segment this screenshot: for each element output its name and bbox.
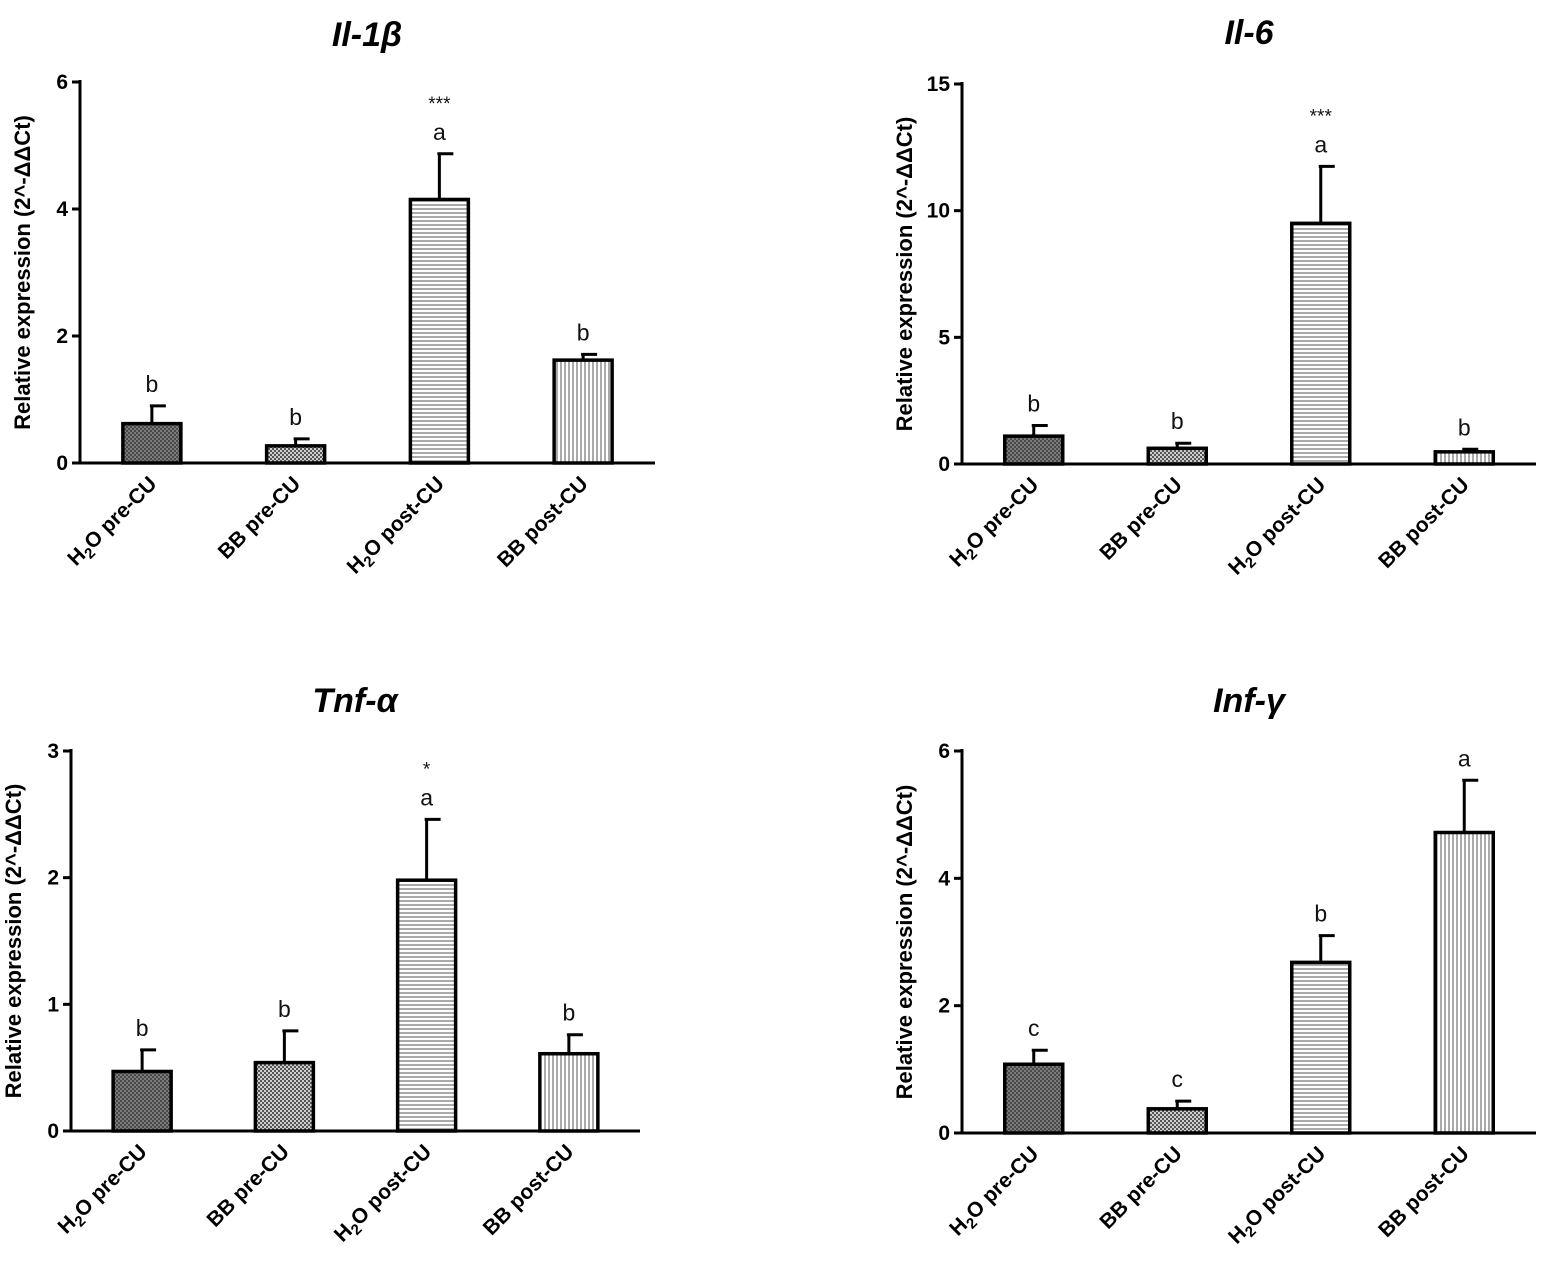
x-tick-label: BB pre-CU [1095,1142,1186,1233]
x-tick-label-rest: O post-CU [1241,473,1331,563]
x-tick-label-rest: O post-CU [346,1140,436,1230]
bar [408,197,471,465]
bar [552,358,614,465]
x-tick-label: H2O post-CU [343,472,452,581]
panel-il-6: Il-6 0 5 10 15 Relative expression (2^-ΔΔCt)… [892,14,1536,582]
y-tick-label: 2 [938,995,950,1018]
x-tick-label: H2O post-CU [1224,473,1333,582]
y-tick-label: 0 [47,1120,59,1143]
bar [1146,1107,1208,1135]
x-tick-label-main: BB pre-CU [214,472,305,563]
significance-letter: b [1314,901,1327,927]
significance-letter: b [562,1000,575,1026]
y-tick-label: 4 [938,867,950,890]
bar [111,1069,173,1133]
panel-inf-gamma: Inf-γ 0 2 4 6 Relative expression (2^-ΔΔCt) c… [892,682,1536,1251]
y-axis-label: Relative expression (2^-ΔΔCt) [892,117,917,432]
x-tick-label: BB pre-CU [203,1140,294,1231]
y-axis-label: Relative expression (2^-ΔΔCt) [10,115,35,430]
y-tick-label: 0 [938,453,950,476]
x-tick-label-main: BB pre-CU [203,1140,294,1231]
panel-tnf-alpha: Tnf-α 0 1 2 3 Relative expression (2^-ΔΔCt) b… [1,682,640,1249]
x-tick-label-rest: O pre-CU [962,473,1043,554]
bar [538,1051,600,1133]
x-tick-label: H2O pre-CU [54,1140,155,1241]
panel-title: Il-1β [332,16,402,54]
y-tick-label: 3 [47,740,59,763]
x-tick-label-rest: O post-CU [1241,1142,1331,1232]
significance-stars: * [423,759,431,780]
x-tick-label-main: BB pre-CU [1095,473,1186,564]
significance-stars: *** [428,94,451,115]
significance-stars: *** [1310,106,1333,127]
panel-title: Il-6 [1224,14,1274,52]
x-tick-label: BB pre-CU [214,472,305,563]
bar [1003,1062,1065,1135]
x-tick-label-rest: O pre-CU [70,1140,151,1221]
bar [264,444,327,465]
x-tick-label-main: BB post-CU [1374,473,1474,573]
x-tick-label-main: BB pre-CU [1095,1142,1186,1233]
bar [1433,450,1495,466]
y-axis-label: Relative expression (2^-ΔΔCt) [1,784,26,1099]
x-tick-label: BB post-CU [493,472,593,572]
significance-letter: a [433,119,446,145]
y-tick-label: 15 [927,73,951,96]
bar [1290,221,1352,466]
y-tick-label: 2 [47,867,59,890]
panel-title: Inf-γ [1213,682,1287,720]
significance-letter: b [1171,408,1184,434]
y-tick-label: 2 [56,325,68,348]
x-tick-label: BB post-CU [1374,1142,1474,1242]
x-tick-label-rest: O post-CU [359,472,449,562]
x-tick-label-main: BB post-CU [1374,1142,1474,1242]
panel-title: Tnf-α [312,682,399,720]
x-tick-label: BB post-CU [479,1140,579,1240]
y-tick-label: 6 [938,740,950,763]
bar [121,421,183,465]
significance-letter: b [145,371,158,397]
significance-letter: b [136,1015,149,1041]
bar [1290,960,1352,1135]
x-tick-label: H2O pre-CU [945,473,1046,574]
y-tick-label: 4 [56,198,68,221]
y-tick-label: 1 [47,993,59,1016]
y-tick-label: 6 [56,71,68,94]
significance-letter: b [577,319,590,345]
significance-letter: a [1314,131,1327,157]
bar [395,878,458,1133]
significance-letter: c [1028,1015,1040,1041]
x-tick-label-rest: O pre-CU [80,472,161,553]
x-tick-label-rest: O pre-CU [962,1142,1043,1223]
x-tick-label: H2O post-CU [330,1140,439,1249]
bar [1433,830,1495,1135]
significance-letter: c [1172,1066,1184,1092]
significance-letter: a [1458,745,1471,771]
bar [1146,446,1208,466]
y-axis-label: Relative expression (2^-ΔΔCt) [892,785,917,1100]
significance-letter: b [1027,390,1040,416]
significance-letter: b [278,996,291,1022]
y-tick-label: 5 [938,326,950,349]
x-tick-label-main: BB post-CU [479,1140,579,1240]
bar [1003,434,1065,466]
x-tick-label: H2O pre-CU [63,472,164,573]
x-tick-label: H2O pre-CU [945,1142,1046,1243]
y-tick-label: 0 [938,1122,950,1145]
x-tick-label-main: BB post-CU [493,472,593,572]
panel-il-1-beta: Il-1β 0 2 4 6 Relative expression (2^-ΔΔCt) b… [10,16,655,581]
y-tick-label: 10 [927,200,950,223]
y-tick-label: 0 [56,452,68,475]
x-tick-label: BB pre-CU [1095,473,1186,564]
x-tick-label: BB post-CU [1374,473,1474,573]
significance-letter: b [289,404,302,430]
significance-letter: b [1458,414,1471,440]
x-tick-label: H2O post-CU [1224,1142,1333,1251]
significance-letter: a [420,784,433,810]
bar [253,1060,316,1133]
